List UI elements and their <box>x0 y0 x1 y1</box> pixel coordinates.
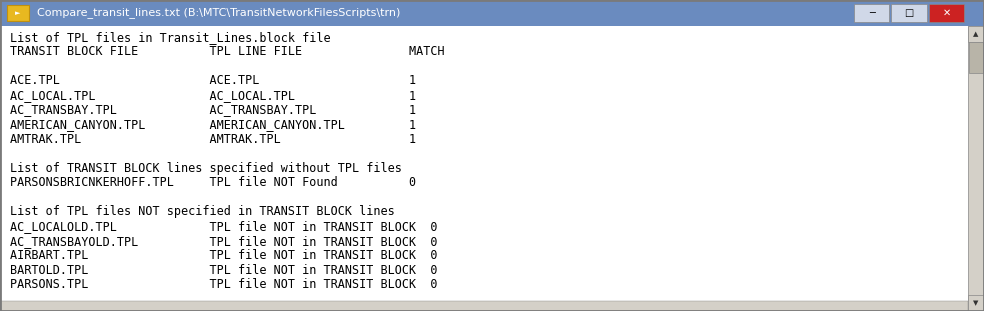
Text: AC_LOCALOLD.TPL             TPL file NOT in TRANSIT BLOCK  0: AC_LOCALOLD.TPL TPL file NOT in TRANSIT … <box>10 220 437 233</box>
Text: List of TPL files in Transit_Lines.block file: List of TPL files in Transit_Lines.block… <box>10 31 331 44</box>
Text: AMTRAK.TPL                  AMTRAK.TPL                  1: AMTRAK.TPL AMTRAK.TPL 1 <box>10 132 416 146</box>
Text: ▲: ▲ <box>973 31 979 37</box>
Text: TRANSIT BLOCK FILE          TPL LINE FILE               MATCH: TRANSIT BLOCK FILE TPL LINE FILE MATCH <box>10 45 445 58</box>
Text: AC_LOCAL.TPL                AC_LOCAL.TPL                1: AC_LOCAL.TPL AC_LOCAL.TPL 1 <box>10 89 416 102</box>
Text: AMERICAN_CANYON.TPL         AMERICAN_CANYON.TPL         1: AMERICAN_CANYON.TPL AMERICAN_CANYON.TPL … <box>10 118 416 131</box>
Text: Compare_transit_lines.txt (B:\MTC\TransitNetworkFilesScripts\trn): Compare_transit_lines.txt (B:\MTC\Transi… <box>37 7 400 18</box>
Text: List of TRANSIT BLOCK lines specified without TPL files: List of TRANSIT BLOCK lines specified wi… <box>10 162 401 175</box>
Text: AIRBART.TPL                 TPL file NOT in TRANSIT BLOCK  0: AIRBART.TPL TPL file NOT in TRANSIT BLOC… <box>10 249 437 262</box>
Text: ─: ─ <box>869 8 875 18</box>
Text: PARSONS.TPL                 TPL file NOT in TRANSIT BLOCK  0: PARSONS.TPL TPL file NOT in TRANSIT BLOC… <box>10 278 437 291</box>
Text: AC_TRANSBAY.TPL             AC_TRANSBAY.TPL             1: AC_TRANSBAY.TPL AC_TRANSBAY.TPL 1 <box>10 104 416 117</box>
Text: ACE.TPL                     ACE.TPL                     1: ACE.TPL ACE.TPL 1 <box>10 74 416 87</box>
Text: ✕: ✕ <box>943 8 951 18</box>
Text: AC_TRANSBAYOLD.TPL          TPL file NOT in TRANSIT BLOCK  0: AC_TRANSBAYOLD.TPL TPL file NOT in TRANS… <box>10 234 437 248</box>
Text: ▼: ▼ <box>973 300 979 306</box>
Text: ►: ► <box>15 10 21 16</box>
Text: List of TPL files NOT specified in TRANSIT BLOCK lines: List of TPL files NOT specified in TRANS… <box>10 206 395 218</box>
Text: PARSONSBRICNKERHOFF.TPL     TPL file NOT Found          0: PARSONSBRICNKERHOFF.TPL TPL file NOT Fou… <box>10 176 416 189</box>
Text: □: □ <box>904 8 913 18</box>
Text: BARTOLD.TPL                 TPL file NOT in TRANSIT BLOCK  0: BARTOLD.TPL TPL file NOT in TRANSIT BLOC… <box>10 264 437 277</box>
